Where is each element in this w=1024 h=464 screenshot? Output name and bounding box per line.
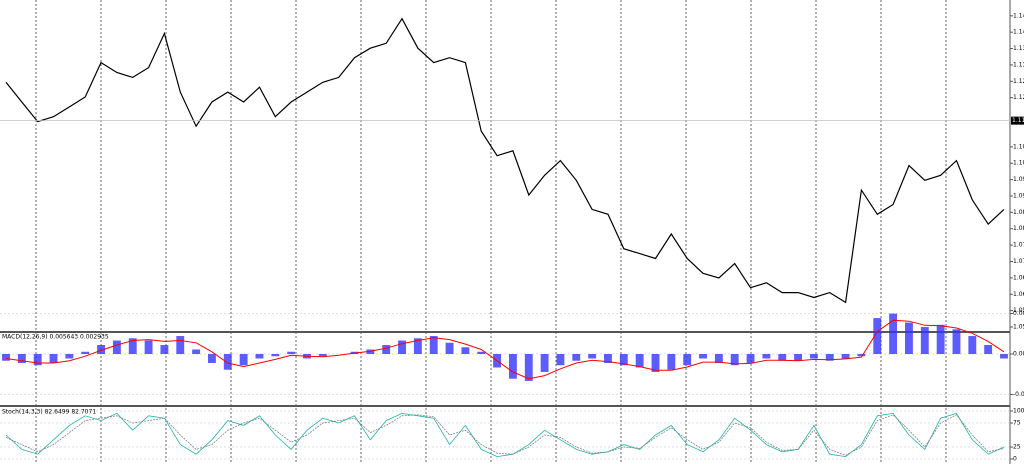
macd-bar [952,329,961,354]
y-tick-label: 0 [1013,456,1017,463]
macd-bar [984,345,993,354]
macd-bar [477,351,486,354]
macd-bar [794,354,803,361]
macd-bar [714,354,723,363]
y-tick-label: 1.055 [1013,307,1024,314]
macd-bar [128,338,137,354]
signal-line [5,319,1005,380]
indicator-title: Stoch(14,3,3) 82.6499 82.7071 [2,409,96,416]
macd-bar [445,342,454,354]
macd-bar [540,354,549,372]
macd-bar [762,354,771,359]
macd-bar [144,340,153,354]
price-line [5,17,1005,304]
macd-bar [936,324,945,354]
macd-bar [556,354,565,366]
macd-bar [318,354,327,357]
macd-bar [699,354,707,359]
y-tick-label: 100 [1013,408,1024,415]
macd-bar [2,354,10,361]
macd-bar [207,354,216,363]
y-tick-label: 1.095 [1013,176,1024,183]
macd-bar [635,354,644,368]
macd-bar [271,354,280,357]
macd-bar [873,318,882,354]
y-tick-label: 1.075 [1013,242,1024,249]
y-tick-label: 1.130 [1013,61,1024,68]
macd-bar [160,345,169,354]
macd-bar [33,354,42,366]
macd-bar [508,354,517,379]
macd-bar [176,336,185,354]
y-tick-label: 1.065 [1013,274,1024,281]
macd-bar [841,354,850,359]
macd-bar [287,351,296,354]
macd-bar [825,354,834,361]
macd-bar [398,340,406,354]
y-tick-label: 1.050 [1013,324,1024,331]
macd-bar [17,354,26,363]
macd-bar [49,354,58,363]
macd-bar [429,336,438,354]
y-tick-label: 0.00 [1013,351,1024,358]
macd-bar [857,354,866,357]
y-tick-label: 1.060 [1013,291,1024,298]
y-tick-label: 25 [1013,444,1021,451]
y-tick-label: 1.145 [1013,12,1024,19]
y-tick-label: 1.140 [1013,29,1024,36]
macd-bar [239,354,248,366]
macd-bar [112,340,121,354]
macd-bar [604,354,612,363]
y-tick-label: 75 [1013,420,1021,427]
macd-bar [223,354,232,370]
macd-bar [97,345,105,354]
macd-bar [255,354,264,359]
macd-bar [461,347,470,354]
current-price-label: 1.113 [1012,117,1024,124]
macd-bar [730,354,739,366]
macd-bar [683,354,692,366]
y-tick-label: 1.070 [1013,258,1024,265]
macd-bar [382,345,391,354]
y-tick-label: 1.085 [1013,209,1024,216]
macd-bar [81,351,90,354]
current-price-box [1011,116,1024,125]
indicator-title: MACD(12,26,9) 0.005643 0.002935 [2,334,109,341]
stoch-line [5,412,1005,458]
y-tick-label: 0.009 [1013,310,1024,317]
time-grid [35,0,947,464]
macd-bar [667,354,676,370]
y-tick-label: 1.090 [1013,192,1024,199]
macd-bar [778,354,787,361]
macd-bar [524,354,533,381]
macd-bar [905,322,913,354]
macd-bar [809,354,818,359]
y-tick-label: 1.080 [1013,225,1024,232]
stoch-line [5,414,1005,456]
macd-bar [192,349,201,354]
y-tick-label: 1.120 [1013,94,1024,101]
macd-bar [619,354,628,366]
macd-bar [746,354,755,363]
y-tick-label: 1.100 [1013,160,1024,167]
macd-bar [572,354,581,361]
macd-bar [968,336,977,354]
macd-bar [65,354,74,359]
macd-bar [1000,354,1008,359]
macd-bar [588,354,597,359]
macd-bar [889,313,898,354]
y-tick-label: 1.135 [1013,45,1024,52]
y-tick-label: 1.105 [1013,143,1024,150]
macd-bar [651,354,660,372]
y-tick-label: -0.009 [1013,391,1024,398]
macd-bar [920,327,929,354]
macd-bar [413,338,422,354]
y-tick-label: 1.125 [1013,78,1024,85]
